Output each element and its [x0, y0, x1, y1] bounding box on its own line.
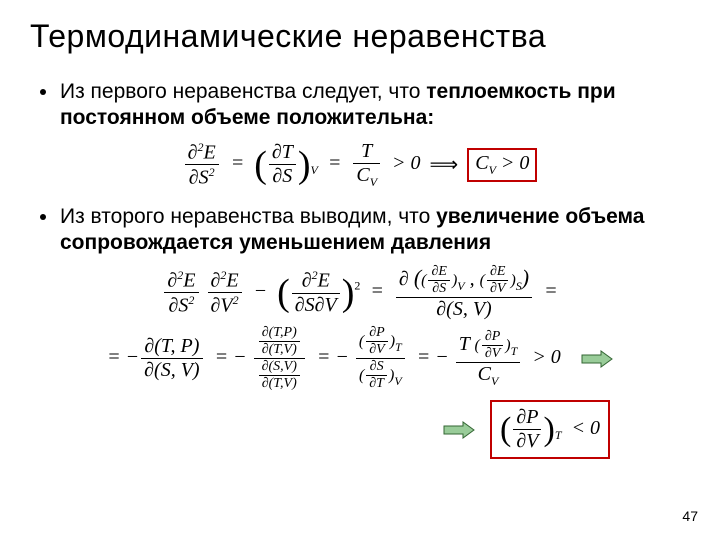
bullet-2: Из второго неравенства выводим, что увел… [30, 204, 690, 257]
bullet-dot-icon [40, 214, 46, 220]
equation-2-line-2: = −∂(T, P)∂(S, V) = − ∂(T,P)∂(T,V) ∂(S,V… [30, 325, 690, 392]
bullet-2-part-a: Из второго неравенства выводим, что [60, 205, 436, 228]
slide-title: Термодинамические неравенства [30, 18, 690, 55]
bullet-2-text: Из второго неравенства выводим, что увел… [60, 204, 690, 257]
equation-3: (∂P∂V)T < 0 [30, 400, 690, 459]
flow-arrow-icon [443, 421, 475, 439]
bullet-1-part-a: Из первого неравенства следует, что [60, 80, 426, 103]
bullet-1: Из первого неравенства следует, что тепл… [30, 79, 690, 132]
boxed-result-1: CV > 0 [467, 148, 537, 182]
bullet-dot-icon [40, 89, 46, 95]
page-number: 47 [682, 508, 698, 524]
flow-arrow-icon [581, 350, 613, 368]
equation-2-line-1: ∂2E∂S2 ∂2E∂V2 − (∂2E∂S∂V)2 = ∂ ((∂E∂S)V … [30, 264, 690, 321]
equation-1: ∂2E∂S2 = (∂T∂S)V = TCV > 0 ⟹ CV > 0 [30, 140, 690, 190]
bullet-1-text: Из первого неравенства следует, что тепл… [60, 79, 690, 132]
boxed-result-2: (∂P∂V)T < 0 [490, 400, 610, 459]
implies-arrow-icon: ⟹ [430, 152, 459, 177]
